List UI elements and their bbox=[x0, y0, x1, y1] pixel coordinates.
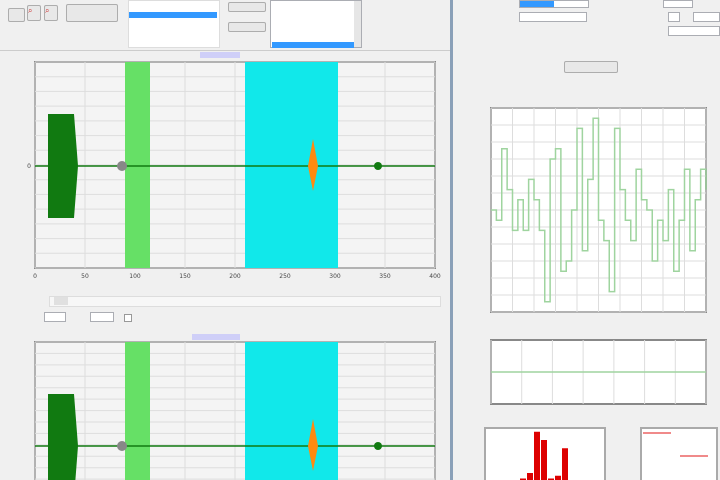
scatter-point bbox=[694, 455, 696, 457]
action-button[interactable] bbox=[66, 4, 118, 22]
param-field-5[interactable] bbox=[693, 12, 720, 22]
scatter-point bbox=[669, 432, 671, 434]
green-band bbox=[125, 342, 150, 480]
option-button-1[interactable] bbox=[228, 2, 266, 12]
green-band bbox=[125, 62, 150, 268]
signal-burst bbox=[48, 114, 78, 218]
checkbox[interactable] bbox=[124, 314, 132, 322]
calculate-button[interactable] bbox=[564, 61, 618, 73]
scatter-point bbox=[667, 432, 669, 434]
zoom-icon: ⌕ bbox=[28, 6, 33, 15]
param-field-2[interactable] bbox=[519, 12, 587, 22]
param-field-6[interactable] bbox=[668, 26, 720, 36]
scatter-point bbox=[649, 432, 651, 434]
toolbar-button[interactable] bbox=[8, 8, 25, 22]
param-field-1[interactable] bbox=[519, 0, 589, 8]
scatter-point bbox=[686, 455, 688, 457]
param-field-3[interactable] bbox=[663, 0, 693, 8]
scatter-point bbox=[663, 432, 665, 434]
y-tick-label: 0 bbox=[27, 163, 31, 170]
signal-burst bbox=[48, 394, 78, 480]
histogram-bar bbox=[527, 473, 533, 480]
scatter-point bbox=[702, 455, 704, 457]
histogram-bar bbox=[548, 478, 554, 480]
scatter-point bbox=[680, 455, 682, 457]
scatter-point bbox=[659, 432, 661, 434]
scatter-point bbox=[690, 455, 692, 457]
scatter-point bbox=[698, 455, 700, 457]
scatter-point bbox=[688, 455, 690, 457]
scatter-point bbox=[682, 455, 684, 457]
list-item-selected[interactable] bbox=[272, 42, 354, 48]
histogram-bar bbox=[534, 431, 540, 480]
waveform-chart-top: 0 50 100 150 200 250 300 350 400 0 bbox=[27, 61, 441, 280]
x-tick-label: 250 bbox=[279, 273, 291, 280]
histogram-bar bbox=[562, 448, 568, 480]
scatter-point bbox=[704, 455, 706, 457]
x-tick-label: 0 bbox=[33, 273, 37, 280]
orange-peak bbox=[308, 139, 318, 191]
line-series bbox=[491, 117, 707, 303]
items-list[interactable] bbox=[270, 0, 362, 48]
main-window: ⌕ ⌕ 0 50 100 150 200 250 300 350 400 0 bbox=[0, 0, 453, 480]
spectrum-line-chart bbox=[490, 107, 707, 313]
gray-event-marker bbox=[117, 161, 127, 171]
x-tick-label: 300 bbox=[329, 273, 341, 280]
scatter-point bbox=[643, 432, 645, 434]
scatter-point bbox=[653, 432, 655, 434]
scatter-point bbox=[665, 432, 667, 434]
x-tick-label: 50 bbox=[81, 273, 89, 280]
field-selection bbox=[520, 1, 554, 7]
list-box[interactable] bbox=[128, 0, 220, 48]
waveform-chart-bottom bbox=[34, 341, 436, 480]
scatter-point bbox=[661, 432, 663, 434]
scatter-point bbox=[692, 455, 694, 457]
option-button-2[interactable] bbox=[228, 22, 266, 32]
event-marker bbox=[374, 162, 382, 170]
chart-title-link-top[interactable] bbox=[200, 52, 240, 58]
from-field[interactable] bbox=[44, 312, 66, 322]
analysis-panel bbox=[453, 0, 720, 480]
flat-line-chart bbox=[490, 339, 707, 405]
x-tick-label: 350 bbox=[379, 273, 391, 280]
to-field[interactable] bbox=[90, 312, 114, 322]
list-scrollbar[interactable] bbox=[354, 1, 361, 47]
chart-title-link-bottom[interactable] bbox=[192, 334, 240, 340]
scatter-point bbox=[645, 432, 647, 434]
list-item-selected[interactable] bbox=[129, 12, 217, 18]
cyan-band bbox=[245, 342, 338, 480]
histogram-bar bbox=[555, 475, 561, 480]
scatter-point bbox=[647, 432, 649, 434]
scroll-thumb[interactable] bbox=[54, 297, 68, 305]
plot-area bbox=[640, 427, 718, 480]
range-controls bbox=[8, 312, 308, 326]
gray-event-marker bbox=[117, 441, 127, 451]
histogram-bar bbox=[541, 440, 547, 480]
param-field-4[interactable] bbox=[668, 12, 680, 22]
scatter-point bbox=[696, 455, 698, 457]
histogram-chart bbox=[484, 427, 606, 480]
zoom-icon: ⌕ bbox=[45, 6, 50, 15]
event-marker bbox=[374, 442, 382, 450]
x-tick-label: 150 bbox=[179, 273, 191, 280]
orange-peak bbox=[308, 419, 318, 471]
x-tick-label: 100 bbox=[129, 273, 141, 280]
zoom-in-button[interactable]: ⌕ bbox=[27, 5, 41, 21]
x-tick-label: 200 bbox=[229, 273, 241, 280]
horizontal-scrollbar[interactable] bbox=[49, 296, 441, 307]
scatter-point bbox=[706, 455, 708, 457]
scatter-point bbox=[700, 455, 702, 457]
x-tick-label: 400 bbox=[429, 273, 441, 280]
cyan-band bbox=[245, 62, 338, 268]
scatter-chart bbox=[640, 427, 718, 480]
scatter-point bbox=[684, 455, 686, 457]
scatter-point bbox=[651, 432, 653, 434]
scatter-point bbox=[655, 432, 657, 434]
zoom-out-button[interactable]: ⌕ bbox=[44, 5, 58, 21]
toolbar: ⌕ ⌕ bbox=[0, 0, 450, 51]
scatter-point bbox=[657, 432, 659, 434]
histogram-bar bbox=[520, 478, 526, 480]
